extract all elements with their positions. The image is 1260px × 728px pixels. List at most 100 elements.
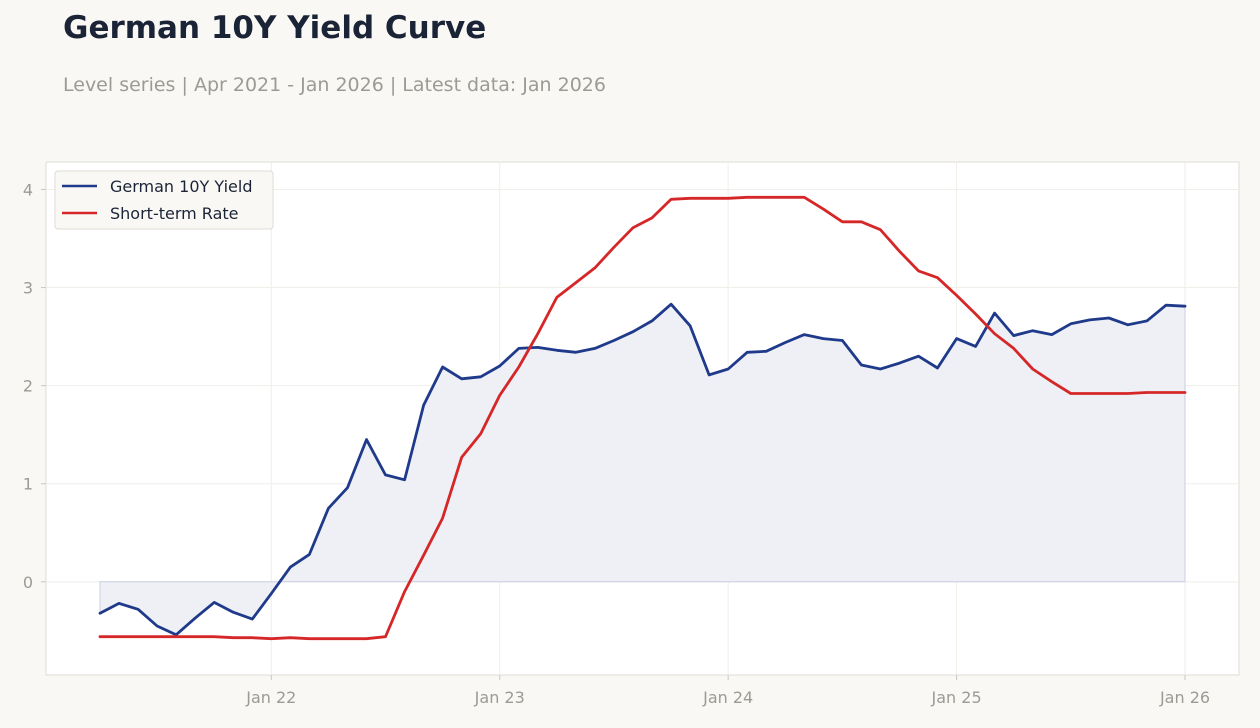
data-point [326,637,330,641]
data-point [307,637,311,641]
data-point [98,611,102,615]
data-point [878,367,882,371]
data-point [269,637,273,641]
data-point [307,552,311,556]
data-point [1145,391,1149,395]
data-point [764,349,768,353]
data-point [403,478,407,482]
y-axis: 0 1 2 3 4 [23,180,46,592]
data-point [707,373,711,377]
y-tick-label: 4 [23,180,33,199]
data-point [250,617,254,621]
data-point [688,324,692,328]
data-point [1164,303,1168,307]
data-point [955,293,959,297]
data-point [155,624,159,628]
legend-label-yield: German 10Y Yield [110,177,252,196]
data-point [193,635,197,639]
data-point [555,348,559,352]
data-point [821,337,825,341]
data-point [212,635,216,639]
data-point [707,196,711,200]
data-point [631,330,635,334]
data-point [346,486,350,490]
data-point [498,393,502,397]
data-point [1107,316,1111,320]
data-point [1069,322,1073,326]
data-point [974,312,978,316]
data-point [555,295,559,299]
legend-box [54,170,274,230]
data-point [460,377,464,381]
data-point [840,339,844,343]
data-point [898,361,902,365]
data-point [460,455,464,459]
data-point [212,600,216,604]
data-point [346,637,350,641]
data-point [441,516,445,520]
chart-subtitle: Level series | Apr 2021 - Jan 2026 | Lat… [63,74,606,96]
data-point [1012,334,1016,338]
data-point [1050,333,1054,337]
data-point [745,195,749,199]
data-point [536,345,540,349]
data-point [1069,392,1073,396]
series-line-yield [98,302,1187,637]
data-point [517,346,521,350]
data-point [1031,367,1035,371]
data-point [288,636,292,640]
data-point [250,636,254,640]
data-point [859,363,863,367]
data-point [422,553,426,557]
data-point [936,276,940,280]
data-point [384,635,388,639]
data-point [1145,319,1149,323]
data-point [384,473,388,477]
data-point [974,344,978,348]
y-tick-label: 2 [23,377,33,396]
data-point [231,610,235,614]
x-tick-label: Jan 24 [702,688,753,707]
data-point [498,364,502,368]
data-point [136,607,140,611]
data-point [840,220,844,224]
data-point [1107,392,1111,396]
data-point [688,196,692,200]
chart-title: German 10Y Yield Curve [63,10,487,46]
data-point [669,197,673,201]
data-point [1012,346,1016,350]
data-point [669,302,673,306]
data-point [898,249,902,253]
data-point [650,319,654,323]
y-tick-label: 1 [23,475,33,494]
data-point [802,195,806,199]
data-point [936,366,940,370]
data-point [365,637,369,641]
data-point [1164,391,1168,395]
x-tick-label: Jan 22 [245,688,296,707]
y-tick-label: 0 [23,573,33,592]
data-point [726,367,730,371]
data-point [955,337,959,341]
data-point [117,601,121,605]
y-tick-label: 3 [23,279,33,298]
data-point [993,311,997,315]
data-point [1126,392,1130,396]
data-point [993,332,997,336]
legend-label-short-rate: Short-term Rate [110,204,238,223]
data-point [1088,392,1092,396]
x-tick-label: Jan 26 [1159,688,1210,707]
data-point [1050,380,1054,384]
data-point [403,590,407,594]
data-point [612,339,616,343]
data-point [802,333,806,337]
data-point [193,616,197,620]
data-point [764,195,768,199]
data-point [612,245,616,249]
data-point [1183,391,1187,395]
data-point [155,635,159,639]
data-point [745,350,749,354]
data-point [878,228,882,232]
data-point [441,365,445,369]
